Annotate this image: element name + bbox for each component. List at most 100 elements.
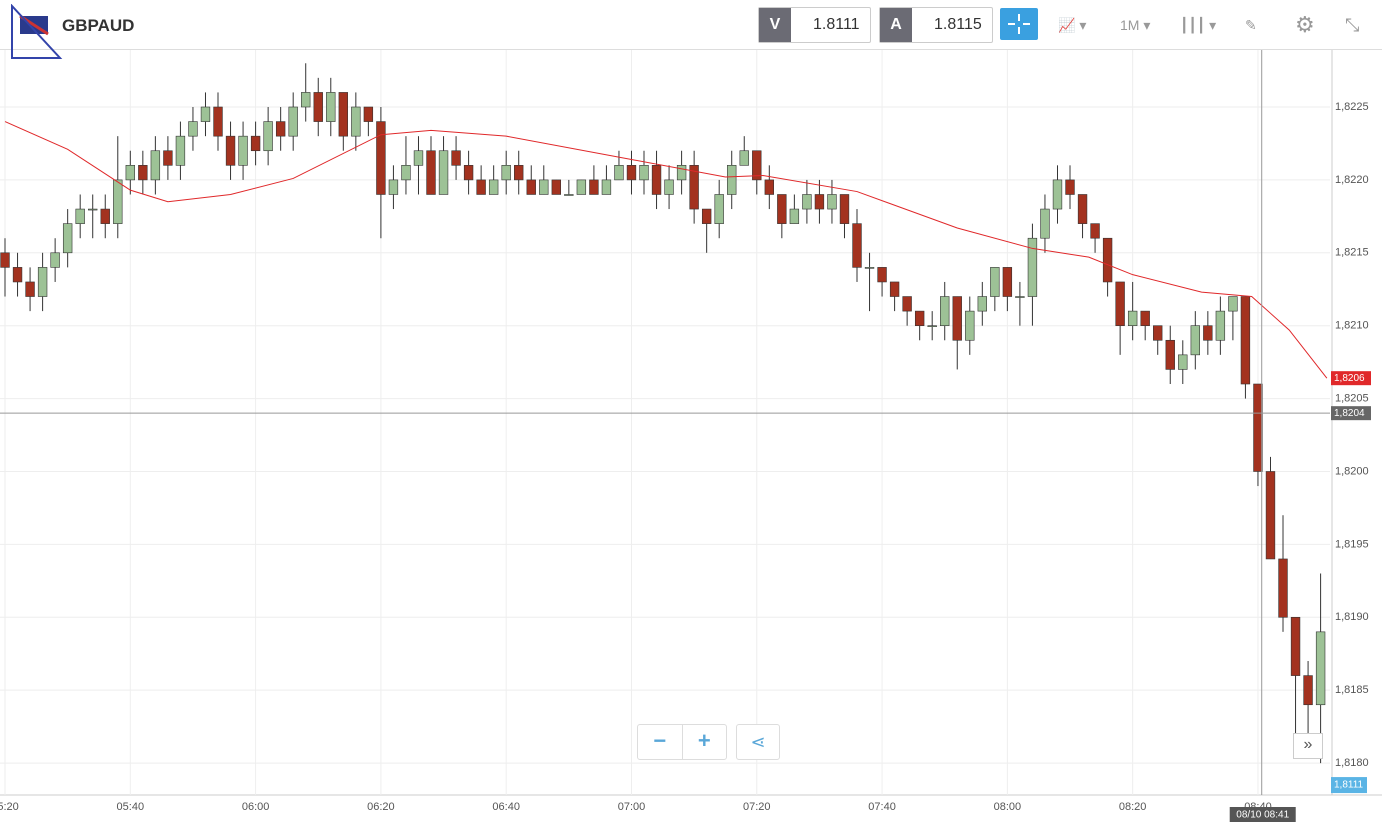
- candle-body: [62, 223, 73, 254]
- candle-body: [376, 121, 386, 195]
- candle-body: [564, 194, 574, 196]
- candle-body: [889, 281, 900, 297]
- candle-body: [75, 208, 85, 224]
- fullscreen-button[interactable]: ⤡: [1345, 14, 1360, 35]
- candle-body: [1265, 471, 1276, 560]
- candle-body: [238, 135, 248, 166]
- symbol-icon: [11, 4, 63, 59]
- crosshair-icon: [1008, 14, 1030, 34]
- candle-body: [514, 165, 524, 181]
- candle-body: [526, 179, 536, 195]
- candle-body: [852, 223, 862, 268]
- candle-body: [1278, 558, 1288, 618]
- candle-body: [426, 150, 436, 195]
- candle-body: [1015, 296, 1025, 298]
- draw-button[interactable]: ✎: [1245, 16, 1257, 33]
- candle-body: [551, 179, 561, 195]
- candle-body: [100, 208, 110, 224]
- candle-body: [213, 106, 223, 137]
- candle-body: [200, 106, 211, 122]
- candle-body: [1315, 631, 1326, 706]
- scroll-end-button[interactable]: »: [1293, 733, 1323, 759]
- timeframe-button[interactable]: 1M ▾: [1120, 16, 1151, 34]
- x-tick-label: 07:40: [868, 801, 896, 813]
- zoom-in[interactable]: +: [697, 728, 711, 753]
- candle-body: [37, 267, 48, 297]
- y-tick-label: 1,8200: [1335, 465, 1369, 477]
- x-tick-label: 05:20: [0, 801, 19, 813]
- candle-body: [12, 267, 23, 283]
- bid-price: 1.8111: [813, 16, 860, 33]
- ask-box[interactable]: A 1.8115: [879, 7, 993, 43]
- zoom-controls: − +: [637, 724, 727, 760]
- ask-price: 1.8115: [934, 16, 982, 33]
- candle-body: [363, 106, 374, 122]
- candle-body: [1027, 237, 1038, 297]
- candle-body: [163, 150, 173, 166]
- candle-body: [476, 179, 486, 195]
- candle-body: [676, 165, 687, 181]
- candle-body: [175, 135, 186, 166]
- bid-box[interactable]: V 1.8111: [758, 7, 871, 43]
- candle-body: [488, 179, 499, 195]
- candle-body: [539, 179, 549, 195]
- candle-body: [1290, 616, 1301, 676]
- candle-body: [25, 281, 35, 297]
- x-tick-label: 07:20: [743, 801, 771, 813]
- candle-body: [313, 92, 323, 122]
- candle-body: [1228, 296, 1238, 312]
- ma-price: 1,8206: [1334, 373, 1365, 384]
- crosshair-time: 08/10 08:41: [1236, 810, 1289, 821]
- candle-body: [864, 267, 875, 269]
- settings-button[interactable]: ⚙: [1295, 12, 1315, 37]
- candle-body: [451, 150, 461, 166]
- ask-label: A: [880, 8, 912, 42]
- x-tick-label: 05:40: [117, 801, 145, 813]
- candle-body: [576, 179, 587, 195]
- candle-body: [1303, 675, 1313, 706]
- candle-body: [338, 92, 348, 137]
- candle-body: [1178, 354, 1188, 370]
- crosshair-button[interactable]: [1000, 8, 1038, 40]
- candle-body: [1240, 296, 1251, 385]
- candle-body: [914, 310, 925, 326]
- y-tick-label: 1,8195: [1335, 538, 1369, 550]
- chart: 1,8180 1,8185 1,8190 1,8195 1,8200 1,8205 1,82…: [0, 50, 1382, 822]
- x-tick-label: 08:20: [1119, 801, 1147, 813]
- y-tick-label: 1,8210: [1335, 320, 1369, 332]
- candle-body: [902, 296, 912, 312]
- y-tick-label: 1,8215: [1335, 247, 1369, 259]
- candle-body: [752, 150, 762, 181]
- candle-body: [401, 165, 411, 181]
- candle-body: [388, 179, 399, 195]
- candle-body: [438, 150, 449, 195]
- timeframe: 1M: [1120, 17, 1140, 33]
- candle-body: [727, 165, 737, 195]
- candle-body: [501, 165, 511, 181]
- candle-body: [952, 296, 962, 341]
- candle-body: [413, 150, 424, 166]
- x-tick-label: 08:00: [994, 801, 1022, 813]
- y-tick-label: 1,8205: [1335, 392, 1369, 404]
- candle-body: [301, 92, 311, 108]
- candle-type-button[interactable]: ┃┃┃ ▾: [1180, 16, 1217, 33]
- zoom-out[interactable]: −: [638, 725, 683, 759]
- candle-body: [714, 194, 724, 224]
- candle-body: [639, 165, 649, 181]
- candle-body: [0, 252, 10, 268]
- last-price: 1,8111: [1334, 780, 1364, 791]
- candle-body: [1190, 325, 1200, 356]
- candle-body: [651, 165, 662, 195]
- candle-body: [150, 150, 161, 181]
- candle-body: [1040, 208, 1050, 239]
- ma-price-box: [1331, 371, 1371, 386]
- candle-body: [1002, 267, 1013, 297]
- candle-body: [263, 121, 273, 152]
- share-button[interactable]: ⋖: [736, 724, 780, 760]
- chart-style-button[interactable]: 📈 ▾: [1058, 16, 1087, 33]
- candle-body: [138, 165, 148, 181]
- candle-body: [1077, 194, 1088, 224]
- candle-body: [225, 135, 236, 166]
- y-tick-label: 1,8190: [1335, 611, 1369, 623]
